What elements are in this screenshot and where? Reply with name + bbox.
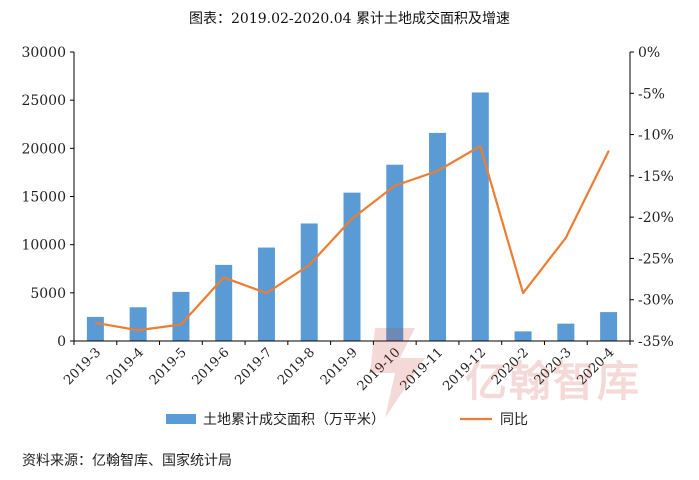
x-tick-label: 2019-8 [275, 345, 318, 388]
left-tick-label: 20000 [21, 141, 66, 157]
bar [600, 312, 618, 341]
line-point [94, 322, 97, 324]
left-axis-ticks: 0 5000 10000 15000 20000 25000 30000 [21, 45, 74, 350]
x-tick-label: 2019-3 [61, 345, 104, 388]
line-point [265, 292, 268, 294]
line-point [137, 329, 139, 332]
line-point [393, 184, 396, 187]
bar [215, 264, 233, 341]
bar [386, 164, 404, 341]
line-point [351, 217, 353, 220]
x-tick-label: 2020-2 [489, 345, 532, 388]
left-tick-label: 30000 [21, 45, 66, 61]
left-tick-label: 15000 [21, 190, 66, 206]
bar [514, 331, 532, 341]
x-tick-label: 2019-12 [440, 345, 489, 394]
line-point [479, 145, 482, 147]
line-point [522, 292, 524, 294]
left-tick-label: 25000 [21, 93, 66, 109]
right-tick-label: -25% [638, 251, 674, 267]
line-point [222, 276, 225, 279]
right-tick-label: -35% [638, 334, 674, 350]
x-axis-ticks: 2019-3 2019-4 2019-5 2019-6 2019-7 2019-8 2019… [61, 341, 631, 394]
x-tick-label: 2019-9 [318, 345, 361, 388]
x-tick-label: 2019-5 [147, 345, 190, 388]
legend: 土地累计成交面积（万平米） 同比 [166, 411, 528, 428]
right-tick-label: 0% [638, 45, 660, 61]
right-tick-label: -5% [638, 86, 665, 102]
bar [557, 323, 575, 341]
bar [172, 291, 190, 341]
bar [86, 316, 104, 341]
bar [129, 307, 147, 341]
bar [471, 92, 489, 342]
left-tick-label: 5000 [30, 286, 66, 302]
x-tick-label: 2019-7 [232, 345, 275, 388]
x-tick-label: 2019-10 [355, 345, 404, 394]
source-note: 资料来源：亿翰智库、国家统计局 [22, 453, 232, 469]
x-tick-label: 2020-4 [574, 345, 617, 388]
x-tick-label: 2019-6 [190, 345, 233, 388]
left-tick-label: 0 [57, 334, 66, 350]
bar [300, 223, 318, 341]
line-point [180, 323, 182, 326]
line-point [308, 264, 311, 266]
right-tick-label: -20% [638, 210, 674, 226]
right-tick-label: -15% [638, 169, 674, 185]
legend-line-label: 同比 [500, 412, 528, 428]
x-tick-label: 2019-4 [104, 345, 147, 388]
legend-bar-swatch [166, 414, 196, 424]
legend-bar-label: 土地累计成交面积（万平米） [203, 411, 385, 428]
right-tick-label: -30% [638, 293, 674, 309]
bar [343, 192, 361, 341]
line-point [565, 236, 567, 239]
bar [429, 132, 447, 341]
right-axis-ticks: 0% -5% -10% -15% -20% -25% -30% -35% [630, 45, 674, 350]
line-point [607, 150, 610, 152]
x-tick-label: 2020-3 [532, 345, 575, 388]
line-point [436, 170, 439, 172]
bar-series [86, 92, 618, 342]
chart-title: 图表：2019.02-2020.04 累计土地成交面积及增速 [189, 11, 510, 27]
line-series [94, 145, 610, 332]
bar [257, 247, 275, 341]
left-tick-label: 10000 [21, 238, 66, 254]
x-tick-label: 2019-11 [398, 345, 447, 394]
right-tick-label: -10% [638, 128, 674, 144]
